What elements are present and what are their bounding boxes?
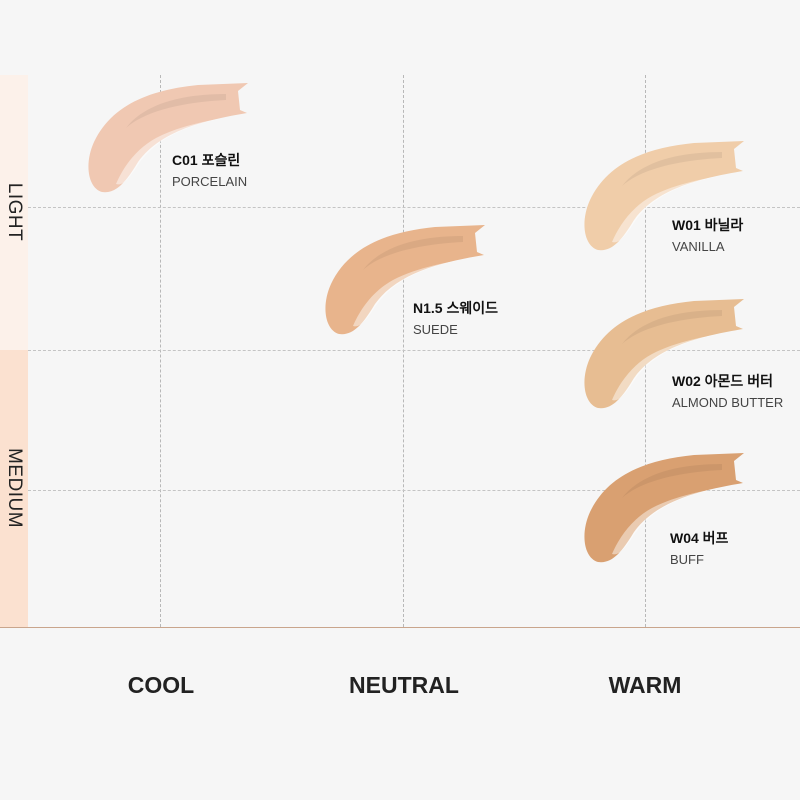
shade-swatch <box>584 453 744 563</box>
shade-swatch <box>88 83 249 193</box>
shade-name: W02 아몬드 버터 <box>672 373 773 389</box>
light-band <box>0 75 28 350</box>
x-label-warm: WARM <box>608 672 682 698</box>
gridline-h2 <box>28 350 800 351</box>
shade-english-name: ALMOND BUTTER <box>672 395 784 410</box>
shade-english-name: BUFF <box>670 552 704 567</box>
shade-swatch <box>325 225 485 335</box>
shade-english-name: VANILLA <box>672 239 725 254</box>
gridline-neutral <box>403 75 404 627</box>
gridline-h3 <box>28 490 800 491</box>
shade-english-name: SUEDE <box>413 322 458 337</box>
shade-swatch <box>584 141 744 251</box>
gridline-h1 <box>28 207 800 208</box>
shade-name: N1.5 스웨이드 <box>413 300 498 316</box>
shade-name: C01 포슬린 <box>172 152 241 168</box>
y-label-medium: MEDIUM <box>4 447 25 529</box>
shade-english-name: PORCELAIN <box>172 174 248 189</box>
shade-swatch <box>584 299 744 409</box>
y-label-light: LIGHT <box>4 182 25 242</box>
x-axis-line <box>0 627 800 628</box>
x-label-neutral: NEUTRAL <box>349 672 459 698</box>
shade-name: W01 바닐라 <box>672 217 744 233</box>
gridline-cool <box>160 75 161 627</box>
shade-name: W04 버프 <box>670 530 729 546</box>
medium-band <box>0 350 28 627</box>
x-label-cool: COOL <box>127 672 195 698</box>
